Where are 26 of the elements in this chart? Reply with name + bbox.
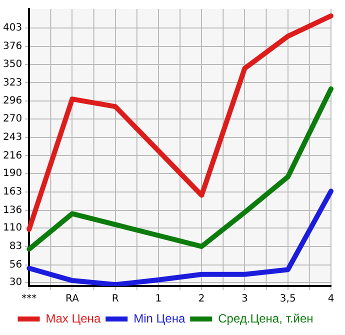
y-tick-label: 190 bbox=[2, 168, 22, 180]
legend-label: Max Цена bbox=[46, 311, 101, 326]
y-tick-label: 243 bbox=[2, 132, 22, 143]
y-tick-label: 323 bbox=[2, 77, 22, 88]
x-tick-label: 3 bbox=[242, 294, 248, 305]
legend-label: Min Цена bbox=[134, 311, 186, 326]
y-tick-label: 270 bbox=[2, 113, 22, 124]
y-tick-label: 83 bbox=[9, 241, 22, 252]
x-tick-label: R bbox=[112, 294, 119, 305]
x-tick-label: 2 bbox=[198, 294, 205, 305]
y-tick-label: 136 bbox=[2, 204, 22, 216]
x-tick-label: RA bbox=[66, 294, 80, 305]
y-tick-label: 30 bbox=[9, 277, 22, 288]
x-tick-label: *** bbox=[22, 294, 37, 305]
x-tick-label: 4 bbox=[328, 294, 334, 305]
y-tick-label: 296 bbox=[2, 96, 22, 107]
y-tick-label: 56 bbox=[9, 259, 22, 270]
y-tick-label: 216 bbox=[2, 150, 22, 162]
y-tick-label: 163 bbox=[2, 186, 22, 198]
y-tick-label: 110 bbox=[2, 222, 22, 234]
legend-label: Сред.Цена, т.йен bbox=[218, 311, 314, 326]
y-tick-label: 376 bbox=[2, 41, 22, 52]
x-tick-label: 3,5 bbox=[280, 294, 296, 305]
y-tick-label: 350 bbox=[2, 58, 22, 70]
x-tick-label: 1 bbox=[155, 294, 162, 305]
y-tick-label: 403 bbox=[2, 22, 22, 34]
